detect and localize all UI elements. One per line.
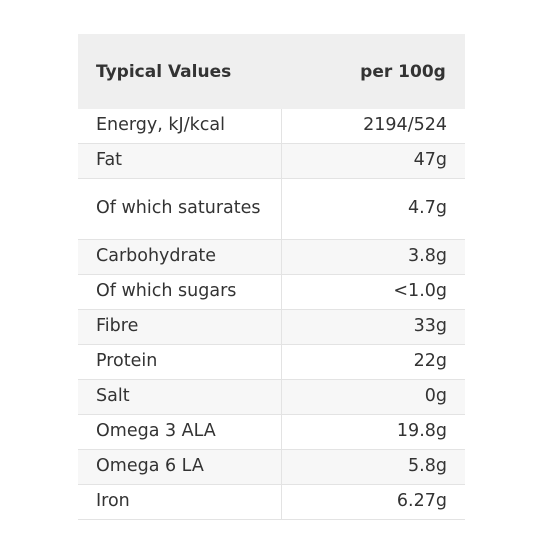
header-typical-values: Typical Values [78,34,281,109]
nutrient-value: 47g [280,143,465,179]
table-row: Iron 6.27g [78,484,465,520]
nutrient-value: 4.7g [280,178,465,240]
nutrient-label: Protein [78,344,281,380]
nutrient-label: Of which saturates [78,178,281,240]
nutrient-value: 22g [280,344,465,380]
nutrient-label: Energy, kJ/kcal [78,109,281,144]
nutrient-value: 33g [280,309,465,345]
table-row: Protein 22g [78,344,465,380]
table-body: Energy, kJ/kcal 2194/524 Fat 47g Of whic… [78,109,465,520]
table-row: Carbohydrate 3.8g [78,239,465,275]
table-row: Of which saturates 4.7g [78,178,465,240]
nutrient-value: 3.8g [280,239,465,275]
nutrient-value: 0g [280,379,465,415]
nutrient-value: 19.8g [280,414,465,450]
header-row: Typical Values per 100g [78,34,465,109]
table-row: Of which sugars <1.0g [78,274,465,310]
nutrient-value: 6.27g [280,484,465,520]
nutrient-label: Iron [78,484,281,520]
table-row: Omega 3 ALA 19.8g [78,414,465,450]
table-row: Salt 0g [78,379,465,415]
table-header: Typical Values per 100g [78,34,465,109]
header-per-100g: per 100g [281,34,465,109]
nutrient-value: 2194/524 [280,109,465,144]
nutrient-label: Omega 3 ALA [78,414,281,450]
nutrient-label: Fibre [78,309,281,345]
nutrient-label: Fat [78,143,281,179]
table-row: Fat 47g [78,143,465,179]
table-row: Energy, kJ/kcal 2194/524 [78,109,465,144]
nutrition-table: Typical Values per 100g Energy, kJ/kcal … [78,34,465,520]
table-row: Fibre 33g [78,309,465,345]
nutrient-label: Omega 6 LA [78,449,281,485]
table-row: Omega 6 LA 5.8g [78,449,465,485]
nutrient-value: 5.8g [280,449,465,485]
nutrient-label: Carbohydrate [78,239,281,275]
nutrient-label: Of which sugars [78,274,281,310]
nutrient-value: <1.0g [280,274,465,310]
nutrient-label: Salt [78,379,281,415]
